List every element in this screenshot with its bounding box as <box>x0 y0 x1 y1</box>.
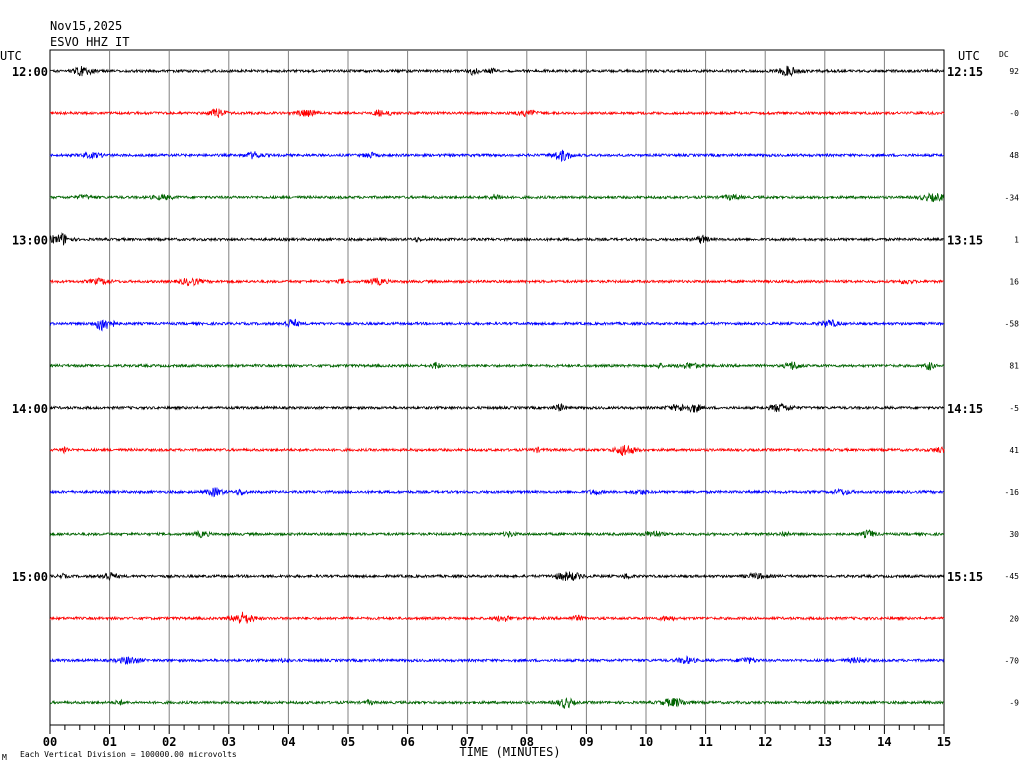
trace-7 <box>49 318 945 332</box>
trace-6 <box>49 277 945 287</box>
x-tick-label: 14 <box>877 735 891 749</box>
dc-value-label: 1 <box>1014 235 1019 244</box>
trace-3 <box>49 149 945 163</box>
dc-value-label: 30 <box>1009 530 1019 539</box>
left-time-label: 12:00 <box>12 65 48 79</box>
left-time-label: 14:00 <box>12 402 48 416</box>
x-tick-label: 08 <box>520 735 534 749</box>
date-label: Nov15,2025 <box>50 19 122 33</box>
x-tick-label: 07 <box>460 735 474 749</box>
right-time-labels: 12:15 13:15 14:15 15:15 <box>947 65 983 584</box>
x-tick-label: 02 <box>162 735 176 749</box>
dc-value-label: -0 <box>1009 109 1019 118</box>
left-time-label: 13:00 <box>12 233 48 247</box>
time-grid <box>109 50 885 725</box>
trace-13 <box>49 571 945 582</box>
trace-11 <box>49 487 945 498</box>
trace-9 <box>49 402 945 413</box>
dc-value-label: 92 <box>1009 67 1019 76</box>
trace-16 <box>49 697 945 709</box>
x-tick-label: 11 <box>698 735 712 749</box>
trace-15 <box>49 655 945 665</box>
left-time-labels: 12:00 13:00 14:00 15:00 <box>12 65 48 584</box>
dc-value-label: 41 <box>1009 446 1019 455</box>
dc-value-label: -58 <box>1005 320 1020 329</box>
dc-value-label: -45 <box>1005 572 1020 581</box>
trace-1 <box>49 65 945 77</box>
x-tick-label: 12 <box>758 735 772 749</box>
trace-5 <box>49 232 944 246</box>
trace-8 <box>49 361 945 371</box>
right-time-label: 13:15 <box>947 233 983 247</box>
station-label: ESVO HHZ IT <box>50 35 129 49</box>
left-timezone-label: UTC <box>0 49 22 63</box>
dc-value-label: -34 <box>1005 193 1020 202</box>
x-tick-label: 05 <box>341 735 355 749</box>
dc-value-label: 81 <box>1009 362 1019 371</box>
x-axis: 00 01 02 03 04 05 06 07 08 09 10 11 12 13 14 15 <box>43 725 951 749</box>
x-tick-label: 13 <box>818 735 832 749</box>
x-tick-label: 15 <box>937 735 951 749</box>
left-time-label: 15:00 <box>12 570 48 584</box>
x-tick-label: 09 <box>579 735 593 749</box>
trace-4 <box>49 192 945 203</box>
x-tick-label: 00 <box>43 735 57 749</box>
dc-value-label: -5 <box>1009 404 1019 413</box>
x-tick-label: 01 <box>102 735 116 749</box>
dc-value-label: -70 <box>1005 656 1020 665</box>
x-tick-label: 06 <box>400 735 414 749</box>
footnote-text: Each Vertical Division = 100000.00 micro… <box>20 750 237 759</box>
dc-value-label: 16 <box>1009 278 1019 287</box>
dc-value-label: -9 <box>1009 699 1019 708</box>
footnote-mark: M <box>2 753 7 762</box>
right-time-label: 15:15 <box>947 570 983 584</box>
right-time-label: 14:15 <box>947 402 983 416</box>
trace-2 <box>49 108 945 118</box>
x-tick-label: 03 <box>222 735 236 749</box>
right-timezone-label: UTC <box>958 49 980 63</box>
right-time-label: 12:15 <box>947 65 983 79</box>
dc-value-label: 48 <box>1009 151 1019 160</box>
x-tick-label: 04 <box>281 735 295 749</box>
trace-10 <box>49 444 945 457</box>
x-axis-title: TIME (MINUTES) <box>459 745 560 759</box>
trace-group <box>49 65 945 709</box>
dc-value-labels: 92 -0 48 -34 1 16 -58 81 -5 41 -16 30 -45 20 -70 -9 <box>1005 67 1020 708</box>
x-tick-label: 10 <box>639 735 653 749</box>
dc-value-label: -16 <box>1005 488 1020 497</box>
trace-14 <box>49 611 945 624</box>
dc-value-label: 20 <box>1009 614 1019 623</box>
trace-12 <box>49 529 945 539</box>
dc-label: DC <box>999 50 1009 59</box>
